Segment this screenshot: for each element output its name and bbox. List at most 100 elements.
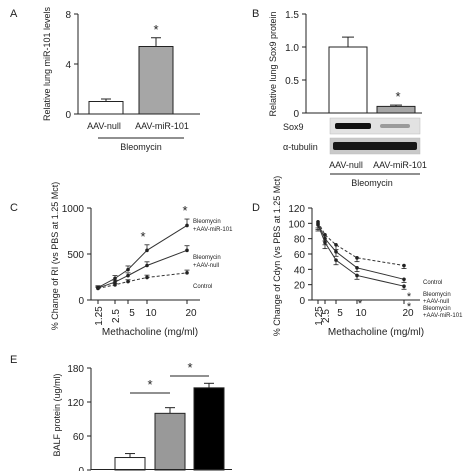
a-category-label: AAV-miR-101 <box>135 121 189 131</box>
d-data-point <box>316 223 320 227</box>
c-data-point <box>113 283 117 287</box>
c-y-axis-label: % Change of RI (vs PBS at 1.25 Mct) <box>50 182 60 331</box>
c-x-tick-label: 5 <box>129 308 135 319</box>
c-series-line <box>97 249 188 289</box>
c-x-tick-label: 2.5 <box>111 309 122 323</box>
b-y-tick-label: 1.5 <box>285 10 299 21</box>
d-y-tick-label: 40 <box>294 265 306 276</box>
c-x-tick-label: 10 <box>145 308 157 319</box>
d-significance-star: * <box>407 301 412 313</box>
a-y-tick-label: 0 <box>65 110 71 121</box>
d-y-tick-label: 80 <box>294 235 306 246</box>
panel-letter-b: B <box>252 8 259 20</box>
d-data-point <box>402 284 406 289</box>
d-y-tick-label: 60 <box>294 250 306 261</box>
b-y-tick-label: 0 <box>293 109 299 120</box>
b-blot-sox9-frame <box>329 117 421 135</box>
panel-letter-a: A <box>10 8 18 20</box>
c-legend-miR101-line1: Bleomycin <box>193 219 221 225</box>
e-significance-star: * <box>147 377 152 392</box>
c-data-point <box>96 286 100 291</box>
a-y-tick-label: 4 <box>65 60 71 71</box>
c-legend-control: Control <box>193 284 212 290</box>
c-y-tick-label: 0 <box>78 296 84 307</box>
b-blot-label: α-tubulin <box>283 142 318 152</box>
d-significance-star: * <box>358 298 363 310</box>
b-y-tick-label: 1.0 <box>285 43 299 54</box>
b-category-label: AAV-null <box>329 160 363 170</box>
e-bar <box>154 412 186 471</box>
c-data-point <box>185 223 189 228</box>
c-data-point <box>113 280 117 284</box>
d-y-axis-label: % Change of Cdyn (vs PBS at 1.25 Mct) <box>272 176 282 337</box>
e-y-tick-label: 120 <box>67 398 84 409</box>
d-legend-miR101-line1: Bleomycin <box>423 306 451 312</box>
d-data-point <box>334 249 338 254</box>
b-y-tick-label: 0.5 <box>285 76 299 87</box>
d-y-tick-label: 20 <box>294 281 306 292</box>
c-y-tick-label: 1000 <box>62 204 85 215</box>
d-data-point <box>355 266 359 270</box>
d-data-point <box>323 240 327 245</box>
c-legend-miR101-line2: +AAV-miR-101 <box>193 227 233 233</box>
c-data-point <box>145 248 149 253</box>
d-legend-null-line1: Bleomycin <box>423 292 451 298</box>
b-group-label: Bleomycin <box>351 178 393 188</box>
b-blot-label: Sox9 <box>283 122 304 132</box>
d-data-point <box>402 277 406 282</box>
c-significance-star: * <box>140 229 145 244</box>
c-data-point <box>145 263 149 268</box>
d-panel-letter: D <box>252 202 260 214</box>
d-x-tick-label: 5 <box>337 308 343 319</box>
c-legend-null-line1: Bleomycin <box>193 255 221 261</box>
b-y-axis-label: Relative lung Sox9 protein <box>268 11 278 116</box>
c-data-point <box>185 271 189 275</box>
d-y-tick-label: 0 <box>299 296 305 307</box>
c-data-point <box>113 276 117 281</box>
e-bar <box>193 387 225 471</box>
b-blot-sox9-band <box>380 124 410 128</box>
c-data-point <box>185 248 189 253</box>
a-y-tick-label: 8 <box>65 10 71 21</box>
b-category-label: AAV-miR-101 <box>373 160 427 170</box>
e-bar <box>114 457 146 471</box>
d-x-axis-label: Methacholine (mg/ml) <box>328 327 424 338</box>
e-significance-star: * <box>187 360 192 375</box>
c-data-point <box>126 279 130 284</box>
c-data-point <box>126 267 130 272</box>
c-x-tick-label: 20 <box>185 308 197 319</box>
e-y-tick-label: 0 <box>78 466 84 471</box>
d-x-tick-label: 2.5 <box>321 309 332 323</box>
e-y-axis-label: BALF protein (ug/ml) <box>52 373 62 456</box>
c-data-point <box>126 273 130 278</box>
d-data-point <box>355 256 359 260</box>
d-x-tick-label: 20 <box>402 308 414 319</box>
a-group-label: Bleomycin <box>120 142 162 152</box>
b-blot-tubulin-band <box>333 142 417 150</box>
d-legend-miR101-line2: +AAV-miR-101 <box>423 313 463 319</box>
c-legend-null-line2: +AAV-null <box>193 263 219 269</box>
c-x-tick-label: 1.25 <box>94 306 105 326</box>
d-legend-control: Control <box>423 280 442 286</box>
e-y-tick-label: 60 <box>73 432 85 443</box>
b-bar <box>328 46 368 114</box>
b-blot-sox9-band <box>335 123 371 129</box>
d-series-line <box>317 224 405 287</box>
d-series-line <box>317 221 405 266</box>
d-y-tick-label: 120 <box>288 204 305 215</box>
a-y-axis-label: Relative lung miR-101 levels <box>42 6 52 121</box>
c-y-tick-label: 500 <box>67 250 84 261</box>
d-data-point <box>334 243 338 247</box>
d-y-tick-label: 100 <box>288 219 305 230</box>
b-significance-star: * <box>395 89 400 104</box>
panel-letter-e: E <box>10 354 17 366</box>
d-data-point <box>355 273 359 278</box>
d-significance-star: * <box>407 291 412 303</box>
a-category-label: AAV-null <box>87 121 121 131</box>
c-panel-letter: C <box>10 202 18 214</box>
c-data-point <box>145 275 149 280</box>
a-bar <box>88 101 124 115</box>
c-significance-star: * <box>182 203 187 218</box>
a-bar <box>138 46 174 115</box>
